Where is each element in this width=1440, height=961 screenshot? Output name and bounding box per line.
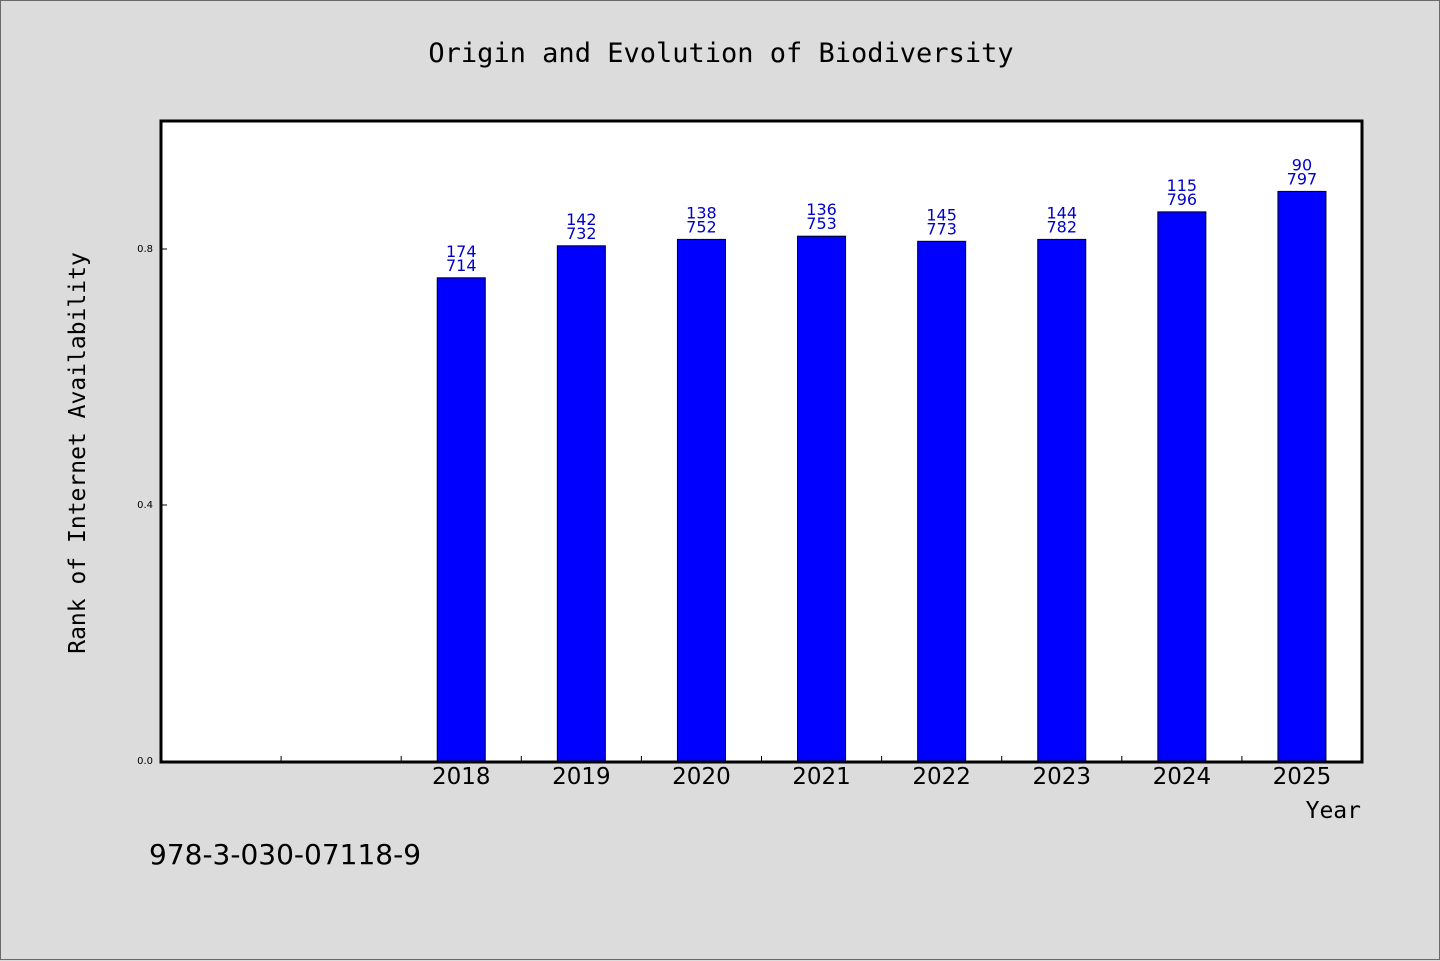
bar bbox=[1037, 238, 1087, 762]
y-axis-label: Rank of Internet Availability bbox=[65, 252, 91, 654]
x-tick-label: 2022 bbox=[912, 764, 971, 790]
data-label-top: 90 bbox=[1292, 155, 1312, 174]
bar bbox=[1277, 190, 1327, 762]
bar bbox=[556, 245, 606, 762]
x-tick-label: 2019 bbox=[552, 764, 611, 790]
bar bbox=[797, 235, 847, 762]
x-tick-label: 2021 bbox=[792, 764, 851, 790]
data-label-top: 136 bbox=[806, 200, 837, 219]
y-tick-label: 0.0 bbox=[137, 756, 153, 767]
x-tick-label: 2018 bbox=[432, 764, 491, 790]
data-label-bottom: 773 bbox=[926, 219, 957, 238]
x-axis-label: Year bbox=[1306, 798, 1361, 824]
data-label-bottom: 796 bbox=[1167, 190, 1198, 209]
y-tick-label: 0.8 bbox=[137, 244, 153, 255]
data-label-top: 174 bbox=[446, 242, 477, 261]
data-label-top: 142 bbox=[566, 210, 597, 229]
data-label-bottom: 782 bbox=[1046, 217, 1077, 236]
y-axis: 0.0 0.4 0.8 bbox=[137, 244, 167, 767]
x-tick-label: 2020 bbox=[672, 764, 731, 790]
data-label-top: 145 bbox=[926, 205, 957, 224]
data-label-bottom: 797 bbox=[1287, 169, 1318, 188]
x-tick-label: 2025 bbox=[1273, 764, 1332, 790]
y-tick-label: 0.4 bbox=[137, 500, 153, 511]
bar bbox=[436, 277, 486, 762]
data-label-bottom: 752 bbox=[686, 217, 717, 236]
data-label-top: 115 bbox=[1167, 176, 1198, 195]
footer-isbn: 978-3-030-07118-9 bbox=[149, 838, 421, 871]
data-label-bottom: 753 bbox=[806, 214, 837, 233]
bar bbox=[1157, 211, 1207, 762]
chart-title: Origin and Evolution of Biodiversity bbox=[428, 38, 1013, 69]
data-label-bottom: 732 bbox=[566, 224, 597, 243]
data-label-top: 138 bbox=[686, 203, 717, 222]
x-axis: 2018 2019 2020 2021 2022 2023 2024 2025 bbox=[280, 756, 1332, 790]
data-label-bottom: 714 bbox=[446, 256, 477, 275]
data-label-top: 144 bbox=[1046, 203, 1077, 222]
x-tick-label: 2023 bbox=[1032, 764, 1091, 790]
bar-series bbox=[436, 190, 1327, 762]
x-tick-label: 2024 bbox=[1153, 764, 1212, 790]
bar bbox=[676, 238, 726, 762]
bar bbox=[917, 240, 967, 762]
